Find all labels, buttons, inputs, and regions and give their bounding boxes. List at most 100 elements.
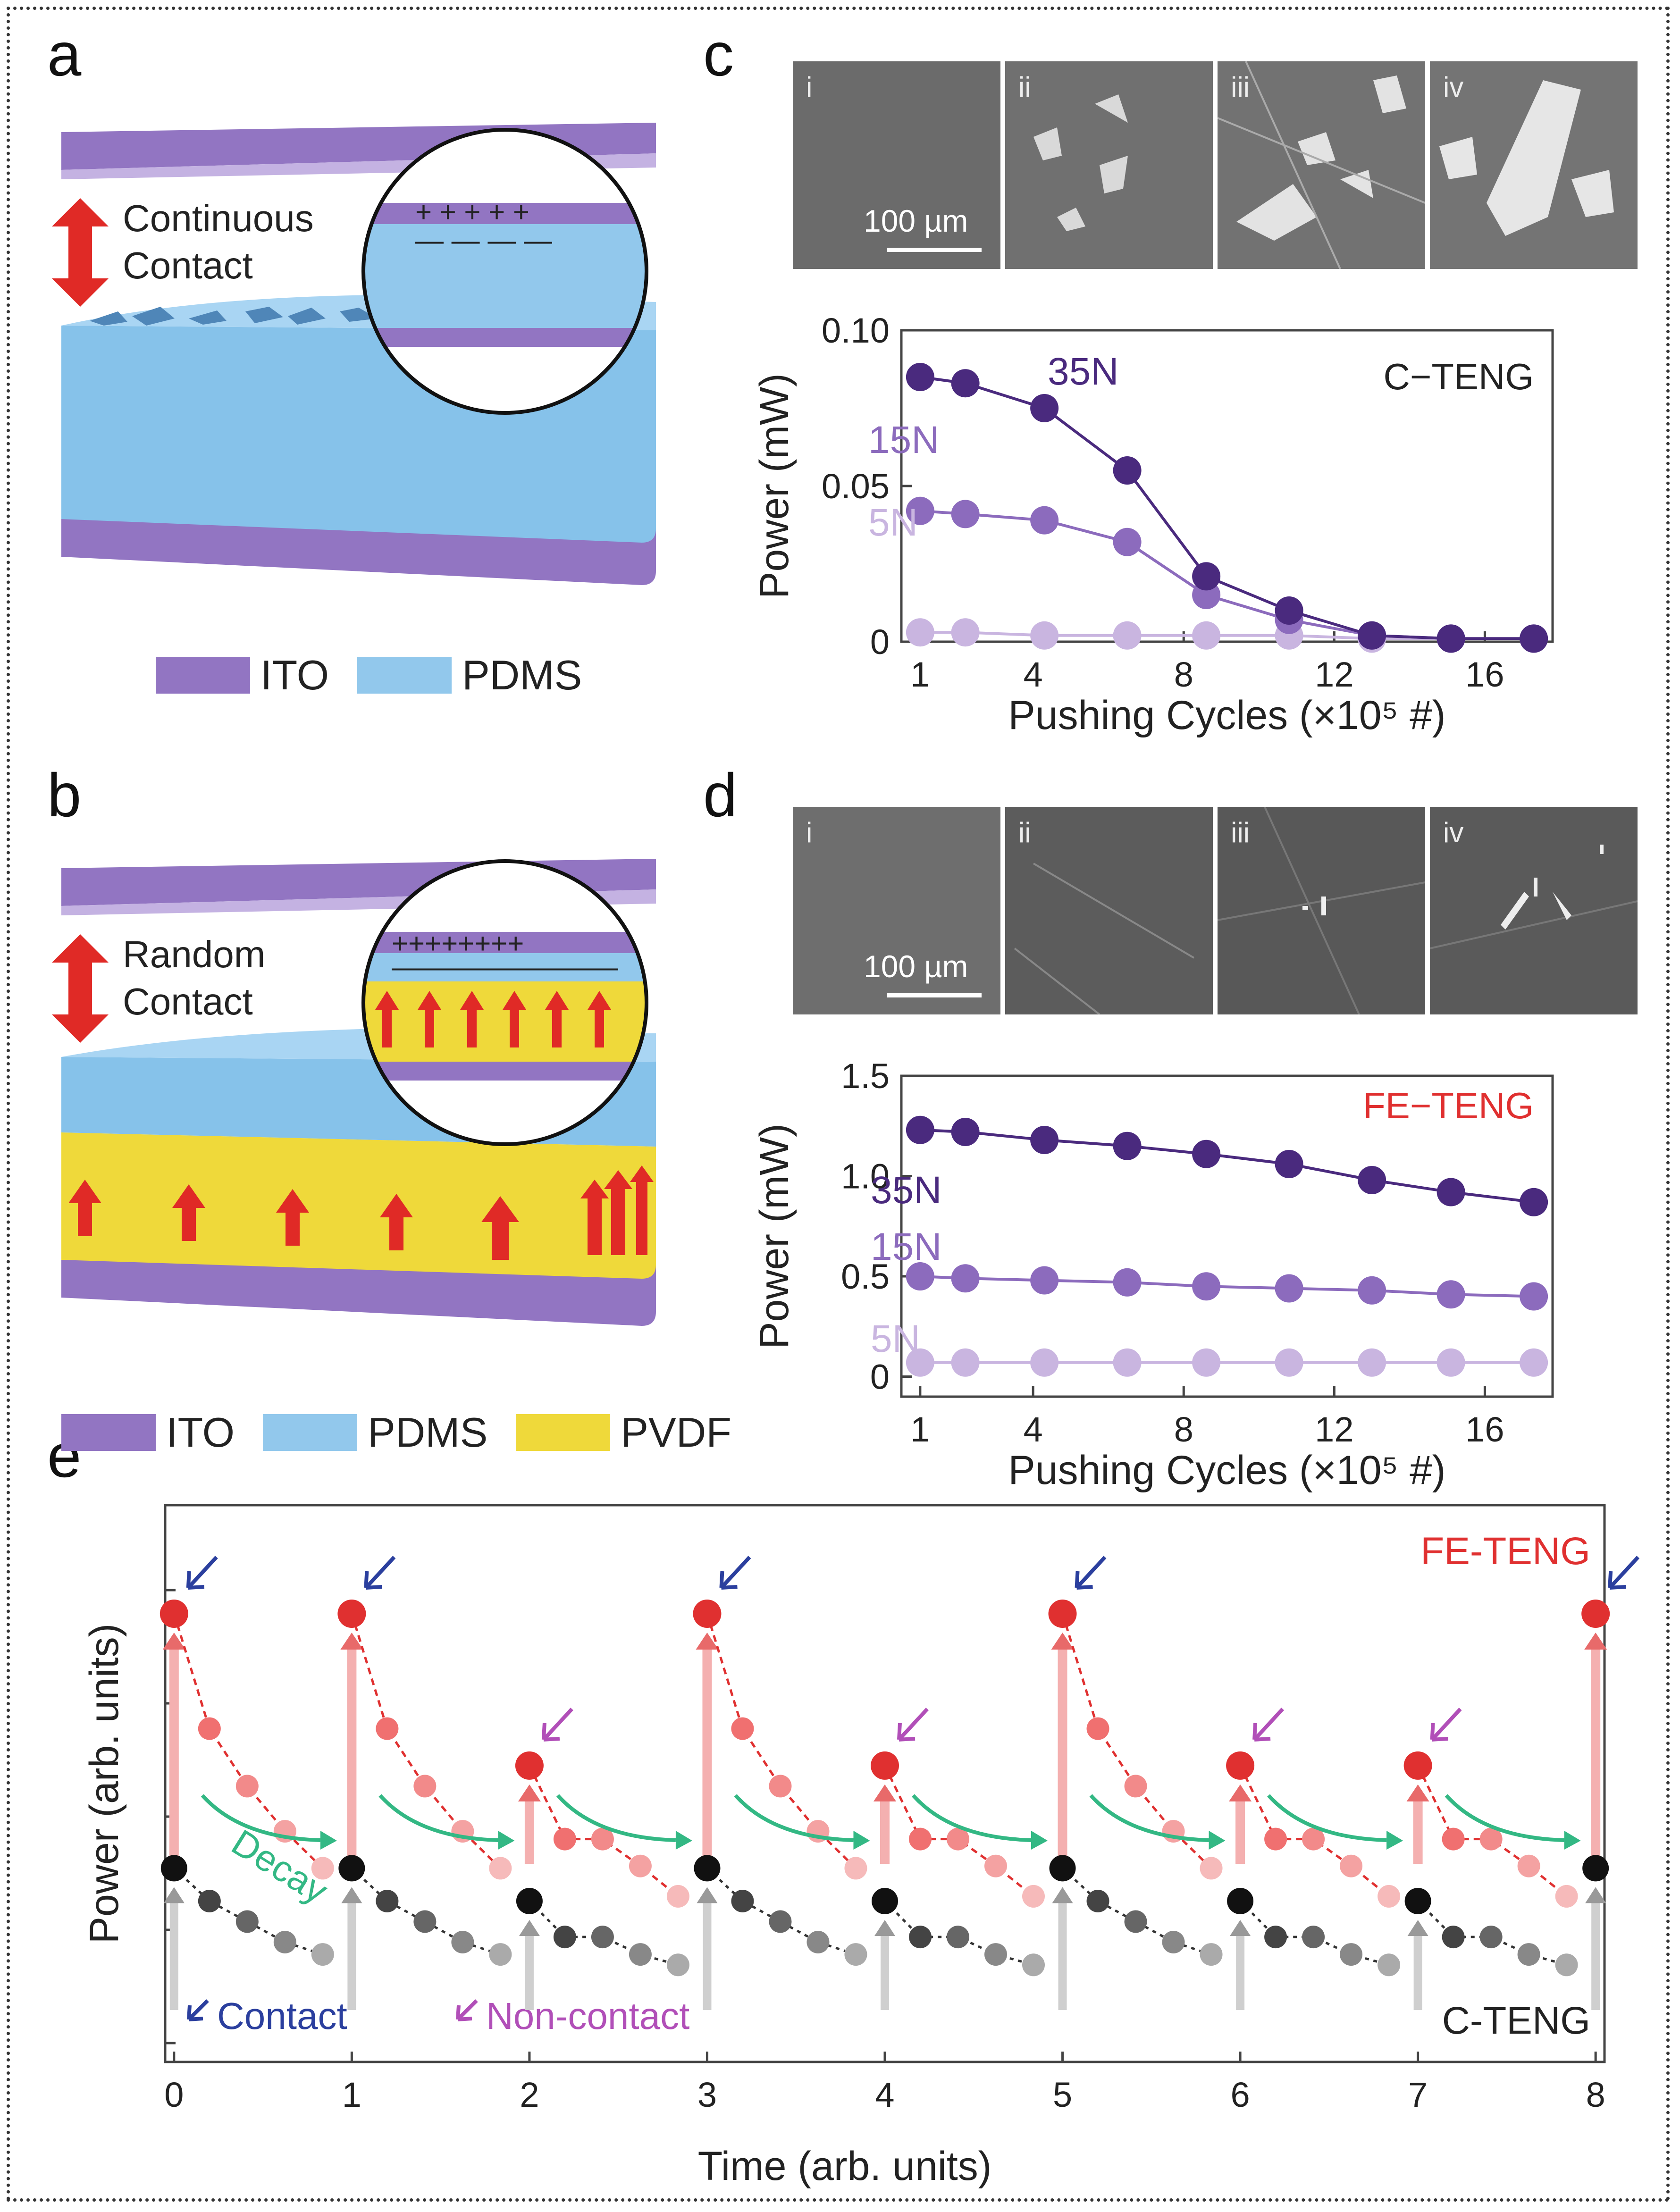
- sem-image-d-iii: iii: [1218, 807, 1425, 1014]
- data-point-15N: [1436, 1280, 1465, 1309]
- motion-label-line1: Continuous: [123, 197, 314, 239]
- data-point-35N: [951, 1118, 980, 1146]
- y-tick-label: 1.0: [841, 1157, 890, 1196]
- legend-label-contact: Contact: [217, 1995, 347, 2037]
- fe-peak-point: [160, 1600, 188, 1628]
- fe-peak-point: [871, 1751, 899, 1780]
- fe-decay-point: [1442, 1827, 1465, 1851]
- ct-decay-point: [489, 1943, 512, 1966]
- series-label-5N: 5N: [868, 501, 918, 544]
- double-arrow-icon: [52, 934, 109, 1043]
- data-point-35N: [1520, 624, 1548, 653]
- noncontact-pointer-arrow: [1430, 1708, 1462, 1742]
- fe-kick-arrow-shaft: [347, 1647, 357, 1864]
- fe-peak-point: [1226, 1751, 1255, 1780]
- decay-arrow-head: [1209, 1831, 1226, 1850]
- decay-arrow: [1445, 1794, 1564, 1842]
- ct-peak-point: [1582, 1855, 1609, 1882]
- data-point-5N: [1275, 1348, 1303, 1377]
- data-point-5N: [1436, 1348, 1465, 1377]
- legend-label-pdms: PDMS: [368, 1409, 488, 1456]
- scale-bar-label: 100 µm: [864, 949, 968, 984]
- ct-decay-point: [1022, 1953, 1045, 1977]
- teng-schematic-a: Continuous Contact + + + + + — — — —: [52, 123, 656, 585]
- x-tick-label: 2: [520, 2075, 539, 2114]
- data-point-5N: [1113, 1348, 1142, 1377]
- ct-decay-point: [311, 1943, 334, 1966]
- ct-kick-arrow-head: [341, 1887, 362, 1903]
- sem-image-c-iii: iii: [1218, 61, 1425, 269]
- x-tick-label: 1: [342, 2075, 361, 2114]
- ct-decay-point: [235, 1910, 259, 1933]
- fe-decay-point: [909, 1827, 932, 1851]
- x-tick-label: 1: [910, 655, 930, 694]
- series-label-35N: 35N: [1048, 350, 1118, 393]
- panel-label-b: b: [47, 761, 82, 830]
- fe-decay-point: [1340, 1854, 1363, 1877]
- legend-e: Contact Non-contact: [187, 1995, 689, 2037]
- fe-peak-point: [515, 1751, 544, 1780]
- chart-e: Time (arb. units) Power (arb. units) FE-…: [82, 1504, 1640, 2189]
- ct-decay-line: [706, 1867, 857, 1956]
- y-tick-label: 0.5: [841, 1257, 890, 1296]
- ct-peak-point: [694, 1855, 721, 1882]
- fe-kick-arrow-shaft: [1235, 1798, 1245, 1864]
- figure-frame: [7, 7, 1670, 2202]
- ct-decay-point: [1378, 1953, 1401, 1977]
- ct-decay-point: [629, 1943, 652, 1966]
- scale-bar-label: 100 µm: [864, 203, 968, 238]
- x-tick-label: 16: [1465, 1410, 1504, 1449]
- x-tick-label: 12: [1315, 1410, 1353, 1449]
- ct-decay-point: [376, 1890, 399, 1912]
- chart-d: FE−TENG Pushing Cycles (×10⁵ #) Power (m…: [752, 1056, 1554, 1493]
- fe-decay-point: [947, 1827, 969, 1851]
- ct-decay-point: [1555, 1953, 1578, 1977]
- scale-bar: [887, 993, 982, 997]
- x-tick-label: 0: [164, 2075, 184, 2114]
- panel-label-a: a: [47, 20, 82, 89]
- fe-kick-arrow-shaft: [1058, 1647, 1067, 1864]
- data-point-15N: [1030, 506, 1059, 535]
- fe-decay-point: [413, 1775, 437, 1798]
- fe-decay-point: [235, 1775, 259, 1798]
- ct-decay-point: [1479, 1926, 1503, 1949]
- decay-arrow: [556, 1794, 676, 1842]
- noncontact-pointer-arrow: [1252, 1708, 1285, 1742]
- y-tick-label: 0.10: [822, 311, 890, 350]
- ct-decay-point: [844, 1943, 867, 1966]
- y-tick-label: 0: [870, 622, 890, 662]
- polarization-arrows: [68, 1165, 654, 1260]
- decay-arrow-head: [675, 1831, 692, 1850]
- ct-kick-arrow-shaft: [525, 1934, 534, 2010]
- ct-peak-point: [1404, 1888, 1431, 1914]
- chart-title: FE−TENG: [1363, 1085, 1534, 1126]
- fe-decay-point: [1378, 1885, 1401, 1908]
- series-label-5N: 5N: [871, 1317, 920, 1360]
- fe-teng-label: FE-TENG: [1420, 1530, 1590, 1573]
- data-point-15N: [1520, 1282, 1548, 1311]
- data-point-5N: [1030, 621, 1059, 650]
- ct-decay-point: [1340, 1943, 1363, 1966]
- decay-arrow-head: [498, 1831, 515, 1850]
- ct-decay-point: [731, 1890, 754, 1912]
- data-point-35N: [906, 1115, 934, 1144]
- fe-decay-point: [376, 1717, 399, 1740]
- fe-kick-arrow-shaft: [1413, 1798, 1423, 1864]
- ct-decay-point: [451, 1931, 474, 1953]
- ct-kick-arrow-head: [1230, 1920, 1251, 1936]
- x-tick-label: 6: [1231, 2075, 1250, 2114]
- ct-decay-point: [909, 1926, 932, 1949]
- sem-image-c-i: i 100 µm: [793, 61, 1000, 269]
- x-tick-label: 4: [1024, 655, 1043, 694]
- data-point-15N: [1113, 1268, 1142, 1297]
- data-point-15N: [951, 1264, 980, 1293]
- ct-peak-point: [1049, 1855, 1076, 1882]
- surface-debris: [90, 307, 378, 326]
- data-point-5N: [1358, 1348, 1386, 1377]
- fe-kick-arrow-head: [518, 1784, 541, 1801]
- sem-image-d-i: i 100 µm: [793, 807, 1000, 1014]
- legend-a: ITO PDMS: [156, 651, 610, 699]
- y-axis-label: Power (mW): [752, 1123, 797, 1349]
- fe-decay-point: [731, 1717, 754, 1740]
- ct-decay-point: [198, 1890, 221, 1912]
